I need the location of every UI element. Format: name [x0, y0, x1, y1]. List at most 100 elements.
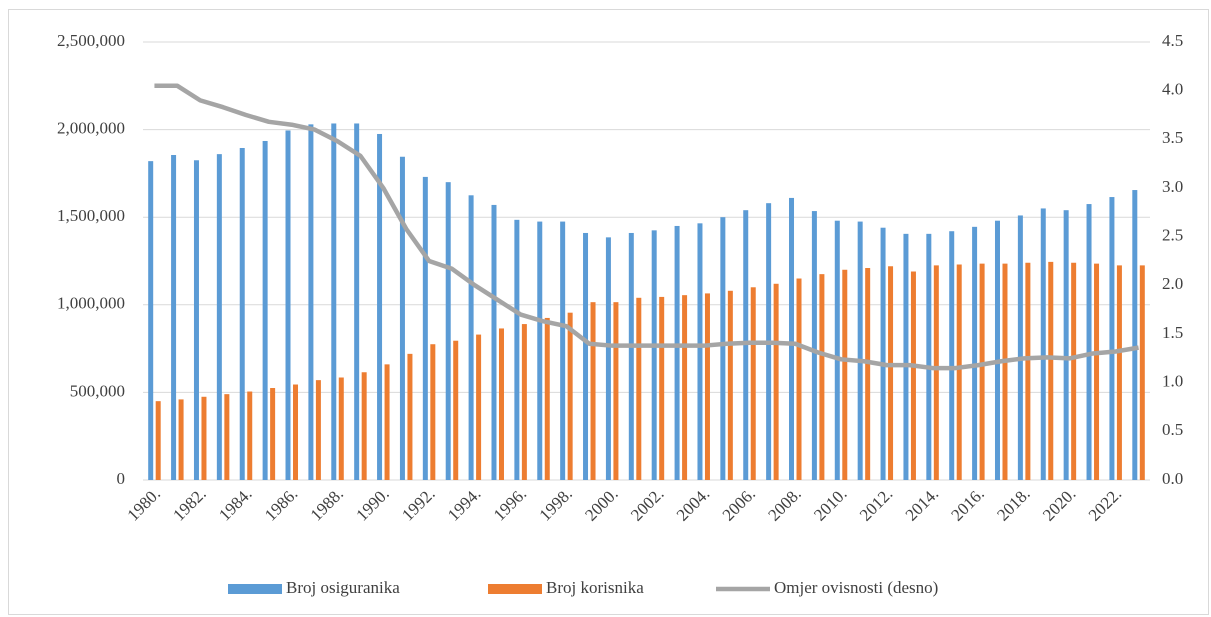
bar: [361, 372, 367, 480]
bar: [1017, 215, 1023, 480]
bar: [514, 219, 520, 480]
bar: [979, 263, 985, 480]
bar: [910, 271, 916, 480]
y2-tick-label: 2.5: [1162, 226, 1183, 245]
bar: [224, 394, 230, 480]
bar: [537, 221, 543, 480]
bar: [476, 334, 482, 480]
bar: [933, 265, 939, 480]
bar: [796, 278, 802, 480]
bar: [697, 223, 703, 480]
bar: [789, 197, 795, 481]
y2-tick-label: 3.0: [1162, 177, 1183, 196]
bar: [262, 140, 268, 480]
y2-tick-label: 1.0: [1162, 372, 1183, 391]
bar: [583, 232, 589, 480]
bar: [338, 377, 344, 480]
legend-label: Broj osiguranika: [286, 578, 400, 597]
bar: [903, 233, 909, 480]
bar: [399, 156, 405, 481]
bar: [1002, 263, 1008, 480]
bar: [834, 220, 840, 481]
bar: [704, 293, 710, 480]
bar: [270, 388, 276, 480]
bar: [1086, 204, 1092, 480]
bar: [956, 264, 962, 480]
y2-tick-label: 4.0: [1162, 80, 1183, 99]
bar: [773, 283, 779, 480]
bar: [216, 154, 222, 481]
bar: [888, 266, 894, 480]
bar: [972, 226, 978, 480]
bar: [193, 160, 199, 480]
bar: [247, 391, 253, 480]
bar: [628, 232, 634, 480]
bar: [1094, 263, 1100, 480]
bar: [727, 290, 733, 480]
y2-tick-label: 0.0: [1162, 469, 1183, 488]
bar: [1116, 265, 1122, 480]
bar: [811, 211, 817, 480]
bar: [491, 204, 497, 480]
bar: [605, 237, 611, 480]
y-tick-label: 500,000: [70, 381, 125, 400]
legend-label: Omjer ovisnosti (desno): [774, 578, 938, 597]
bar: [453, 340, 459, 480]
bar: [430, 344, 436, 480]
bar: [178, 399, 184, 480]
bar: [315, 380, 321, 480]
bar: [544, 317, 550, 480]
bar: [384, 364, 390, 480]
bar: [560, 221, 566, 480]
bar: [613, 302, 619, 480]
bar: [293, 384, 299, 480]
bar: [354, 123, 360, 480]
bar: [308, 124, 314, 481]
bar: [842, 269, 848, 480]
y2-tick-label: 4.5: [1162, 31, 1183, 50]
y-tick-label: 1,500,000: [57, 206, 125, 225]
legend-label: Broj korisnika: [546, 578, 644, 597]
bar: [651, 230, 657, 480]
bar: [865, 268, 871, 480]
bar: [377, 133, 383, 481]
bar: [331, 123, 337, 480]
bar: [567, 312, 573, 480]
bar: [682, 295, 688, 480]
y-tick-label: 1,000,000: [57, 294, 125, 313]
bar: [590, 302, 596, 480]
bar: [857, 221, 863, 480]
y2-tick-label: 2.0: [1162, 274, 1183, 293]
bar: [155, 401, 161, 480]
bar: [1139, 265, 1145, 480]
y-tick-label: 2,500,000: [57, 31, 125, 50]
bar: [148, 161, 154, 481]
legend-marker: [488, 584, 542, 594]
bar: [201, 396, 207, 480]
bar: [674, 225, 680, 480]
bar: [1063, 210, 1069, 480]
bar: [468, 195, 474, 481]
bar: [720, 217, 726, 480]
y2-tick-label: 0.5: [1162, 420, 1183, 439]
bar: [285, 130, 291, 480]
bar: [445, 182, 451, 480]
bar: [171, 155, 177, 480]
line-series: [154, 83, 1139, 371]
y2-tick-label: 1.5: [1162, 323, 1183, 342]
bar: [926, 233, 932, 480]
bar: [239, 147, 245, 480]
y-tick-label: 2,000,000: [57, 119, 125, 138]
bar: [1071, 262, 1077, 480]
bar: [636, 297, 642, 480]
bar: [819, 274, 825, 480]
legend-marker: [228, 584, 282, 594]
bar: [1132, 190, 1138, 480]
bar: [422, 176, 428, 481]
bar: [1048, 261, 1054, 480]
bar: [994, 220, 1000, 481]
y2-tick-label: 3.5: [1162, 128, 1183, 147]
bar: [1025, 262, 1031, 480]
